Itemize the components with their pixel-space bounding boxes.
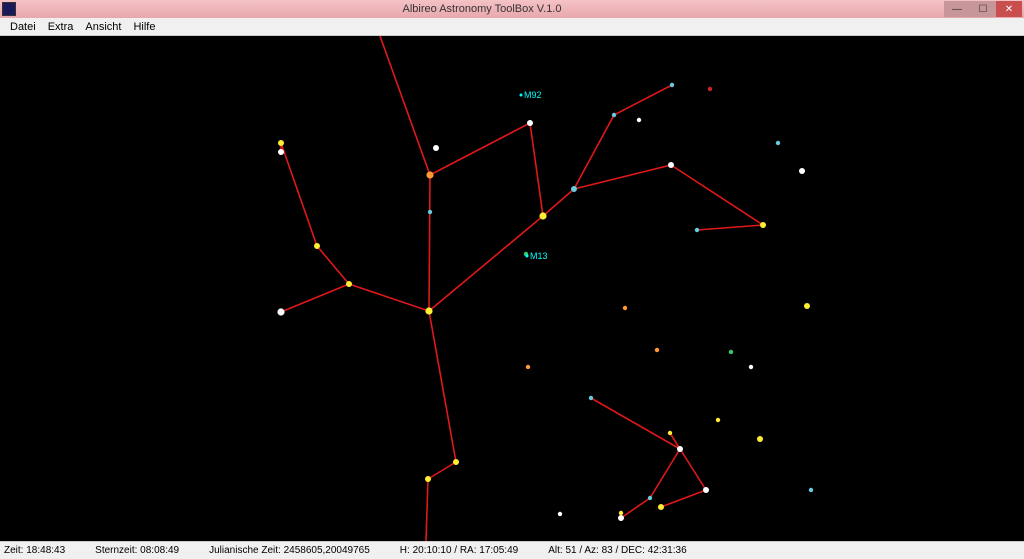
sky-svg: M92 M13: [0, 36, 1024, 541]
titlebar: Albireo Astronomy ToolBox V.1.0 — ☐ ✕: [0, 0, 1024, 18]
sky-chart[interactable]: M92 M13: [0, 36, 1024, 541]
statusbar: Zeit: 18:48:43 Sternzeit: 08:08:49 Julia…: [0, 541, 1024, 559]
status-hra: H: 20:10:10 / RA: 17:05:49: [400, 545, 518, 556]
close-button[interactable]: ✕: [996, 1, 1022, 17]
menubar: Datei Extra Ansicht Hilfe: [0, 18, 1024, 36]
app-icon: [2, 2, 16, 16]
status-time: Zeit: 18:48:43: [4, 545, 65, 556]
status-jd: Julianische Zeit: 2458605,20049765: [209, 545, 370, 556]
status-altaz: Alt: 51 / Az: 83 / DEC: 42:31:36: [548, 545, 686, 556]
window-buttons: — ☐ ✕: [944, 1, 1022, 17]
menu-extra[interactable]: Extra: [42, 21, 80, 33]
window-title: Albireo Astronomy ToolBox V.1.0: [20, 3, 944, 15]
status-sidereal: Sternzeit: 08:08:49: [95, 545, 179, 556]
svg-text:M13: M13: [530, 251, 548, 261]
svg-text:M92: M92: [524, 90, 542, 100]
menu-hilfe[interactable]: Hilfe: [127, 21, 161, 33]
menu-datei[interactable]: Datei: [4, 21, 42, 33]
minimize-button[interactable]: —: [944, 1, 970, 17]
maximize-button[interactable]: ☐: [970, 1, 996, 17]
menu-ansicht[interactable]: Ansicht: [79, 21, 127, 33]
